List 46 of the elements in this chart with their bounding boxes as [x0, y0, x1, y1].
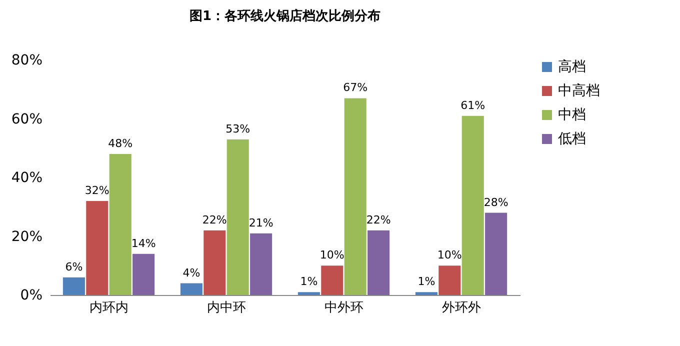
- legend-label: 低档: [558, 131, 586, 147]
- bar: [368, 230, 390, 295]
- bar: [485, 212, 508, 295]
- bar: [180, 283, 202, 295]
- data-label: 4%: [182, 266, 200, 280]
- bar: [250, 233, 272, 295]
- data-label: 1%: [300, 275, 318, 288]
- x-tick-label: 中外环: [324, 300, 364, 316]
- data-label: 10%: [320, 248, 344, 262]
- data-label: 21%: [248, 216, 274, 230]
- data-label: 10%: [437, 248, 462, 262]
- data-label: 22%: [366, 213, 391, 226]
- data-label: 22%: [202, 213, 227, 226]
- x-tick-label: 外环外: [442, 300, 481, 316]
- bar: [109, 154, 132, 295]
- y-tick-label: 20%: [11, 228, 42, 245]
- x-tick-label: 内中环: [206, 300, 246, 316]
- bar: [462, 116, 484, 295]
- bar: [438, 266, 461, 295]
- bar: [344, 98, 366, 295]
- bar: [86, 201, 108, 295]
- bar: [415, 292, 438, 295]
- bar: [204, 230, 226, 295]
- data-label: 32%: [84, 184, 110, 197]
- y-tick-label: 0%: [20, 288, 42, 304]
- legend-label: 中档: [558, 107, 586, 123]
- legend-label: 高档: [558, 59, 586, 75]
- y-tick-label: 60%: [11, 111, 42, 128]
- legend-label: 中高档: [558, 83, 600, 99]
- data-label: 14%: [131, 236, 156, 250]
- data-label: 6%: [65, 260, 83, 274]
- y-tick-label: 40%: [11, 170, 42, 186]
- data-label: 48%: [108, 137, 133, 150]
- data-label: 67%: [343, 81, 368, 94]
- data-label: 1%: [418, 275, 436, 288]
- chart-title: 图1：各环线火锅店档次比例分布: [189, 8, 381, 24]
- data-label: 53%: [226, 122, 250, 136]
- bar: [321, 266, 344, 295]
- bar: [226, 139, 249, 295]
- bar: [132, 254, 155, 295]
- data-label: 61%: [460, 98, 486, 112]
- x-tick-label: 内环内: [89, 300, 128, 316]
- bar: [298, 292, 320, 295]
- bar: [62, 277, 85, 295]
- data-label: 28%: [484, 196, 508, 209]
- y-tick-label: 80%: [11, 52, 42, 68]
